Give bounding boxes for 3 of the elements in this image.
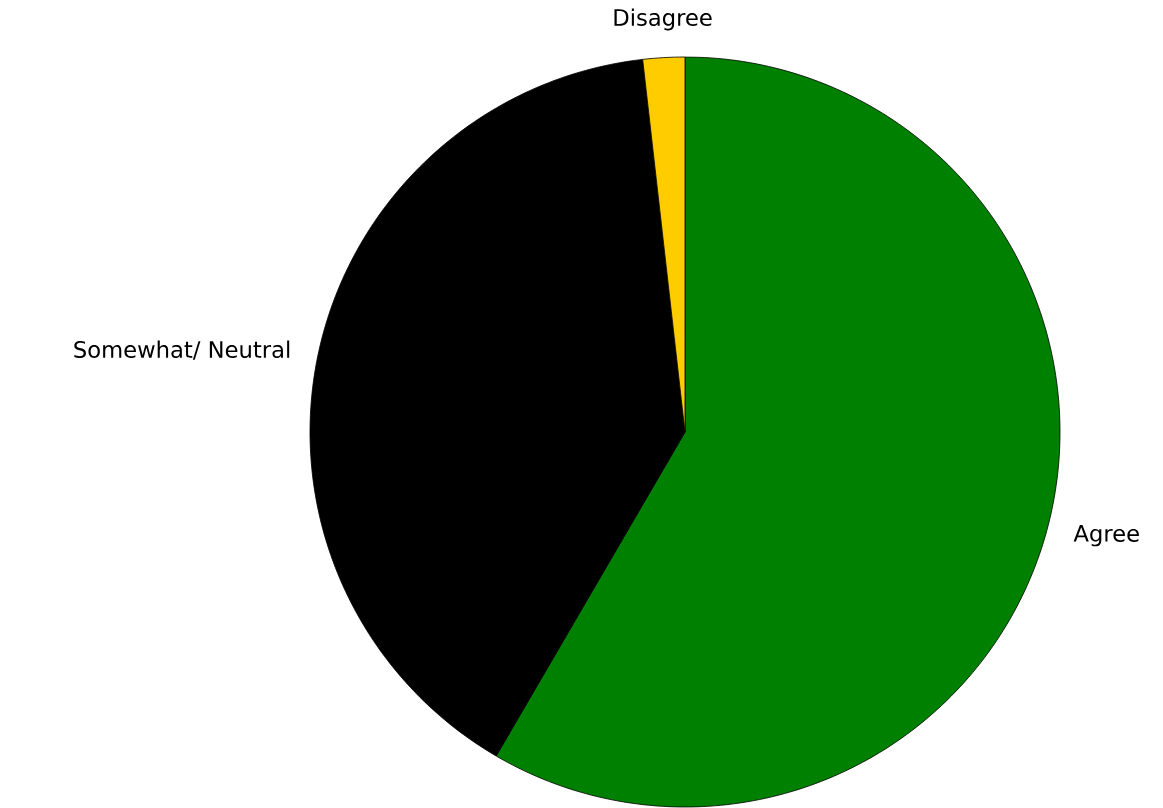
slice-label: Agree (1073, 525, 1139, 547)
slice-label: Disagree (614, 8, 712, 31)
slice-label: Somewhat/ Neutral (74, 340, 290, 360)
